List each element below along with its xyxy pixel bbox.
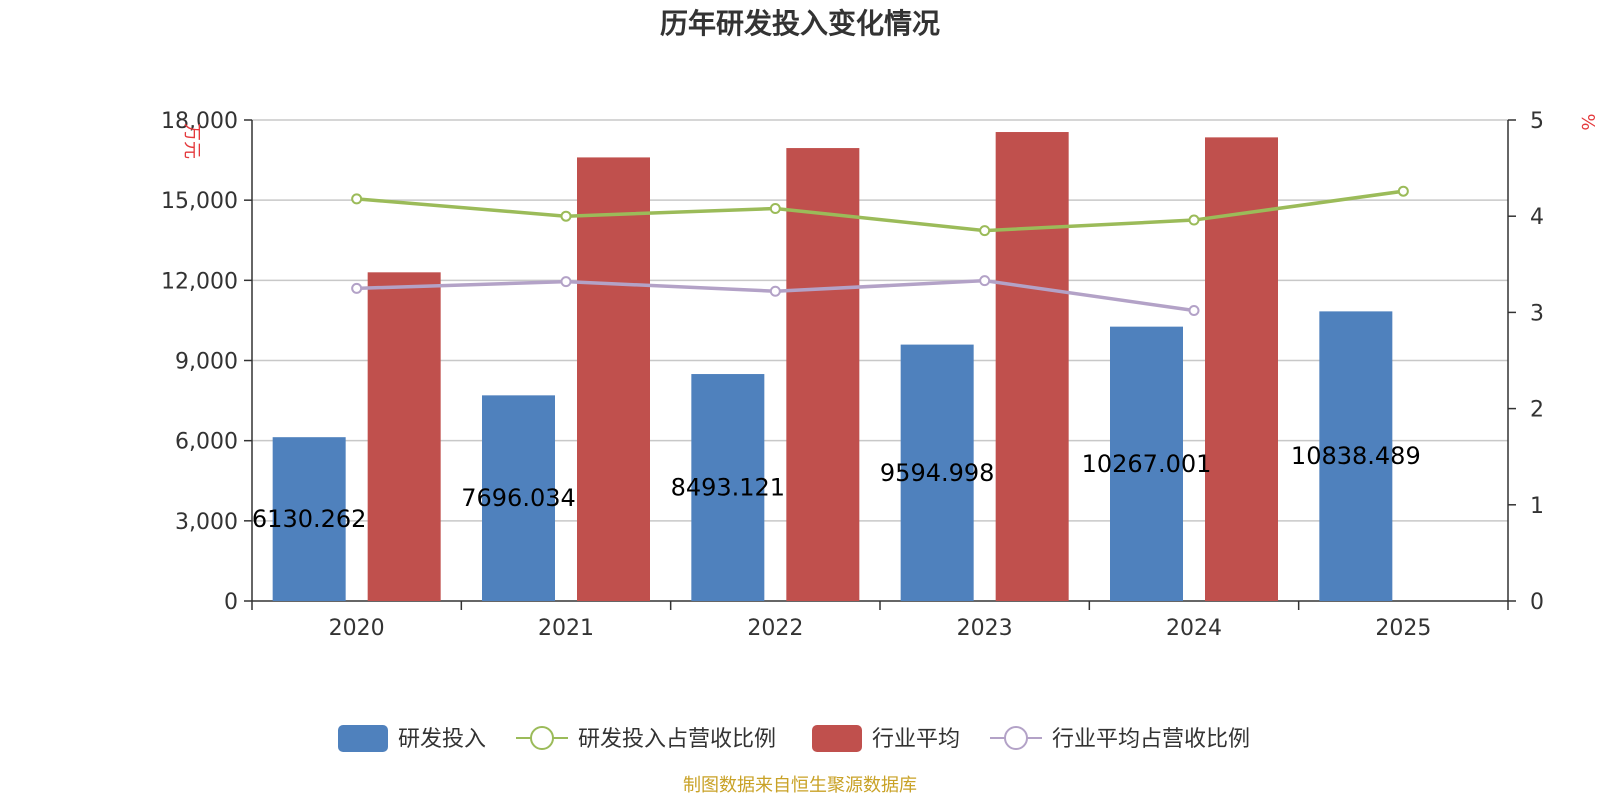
bar-rd-2022 (691, 374, 765, 601)
right-axis-unit: % (1577, 113, 1598, 130)
data-label: 8493.121 (671, 474, 786, 502)
x-tick-label: 2020 (329, 616, 385, 641)
line-point (1188, 304, 1200, 316)
left-tick-label: 9,000 (175, 350, 238, 375)
line-point (1397, 185, 1409, 197)
line-point (1188, 214, 1200, 226)
data-label: 6130.262 (252, 505, 367, 533)
data-label: 10267.001 (1082, 450, 1212, 478)
left-tick-label: 15,000 (161, 189, 238, 214)
left-axis-unit: 万元 (181, 123, 202, 159)
legend-marker (1004, 726, 1028, 750)
line-point (979, 275, 991, 287)
right-tick-label: 0 (1530, 590, 1544, 615)
x-tick-label: 2023 (957, 616, 1013, 641)
data-labels: 6130.262 7696.034 8493.121 9594.998 10267.00… (252, 442, 1421, 533)
legend-label: 行业平均 (872, 727, 960, 752)
legend-swatch (812, 725, 862, 752)
line-point (979, 225, 991, 237)
data-label: 9594.998 (880, 459, 995, 487)
line-point (351, 282, 363, 294)
x-tick-label: 2025 (1375, 616, 1431, 641)
data-label: 7696.034 (461, 484, 576, 512)
bar-industry-2020 (367, 272, 441, 601)
axes: 0 3,000 6,000 9,000 12,000 15,000 18,000 0 1 2 3 4 5… (161, 109, 1598, 641)
left-tick-label: 0 (224, 590, 238, 615)
right-tick-label: 1 (1530, 494, 1544, 519)
line-series-1 (356, 189, 1404, 233)
right-tick-label: 2 (1530, 398, 1544, 423)
bars (272, 132, 1393, 601)
grid-lines (252, 119, 1508, 522)
bar-rd-2023 (900, 344, 974, 601)
bar-rd-2020 (272, 437, 346, 601)
legend-label: 研发投入占营收比例 (578, 727, 776, 752)
line-point (560, 210, 572, 222)
bar-rd-2021 (482, 395, 555, 601)
bar-rd-2025 (1319, 311, 1393, 601)
legend[interactable]: 研发投入 研发投入占营收比例 行业平均 行业平均占营收比例 (338, 725, 1250, 752)
legend-label: 研发投入 (398, 727, 486, 752)
lines (351, 185, 1409, 316)
x-tick-label: 2024 (1166, 616, 1222, 641)
bar-industry-2022 (786, 148, 860, 601)
left-tick-label: 12,000 (161, 269, 238, 294)
right-tick-label: 5 (1530, 109, 1544, 134)
line-point (560, 276, 572, 288)
right-tick-label: 4 (1530, 205, 1544, 230)
bar-industry-2023 (995, 132, 1069, 601)
x-tick-label: 2021 (538, 616, 594, 641)
data-label: 10838.489 (1291, 442, 1421, 470)
right-tick-label: 3 (1530, 301, 1544, 326)
left-tick-label: 6,000 (175, 430, 238, 455)
left-tick-label: 3,000 (175, 510, 238, 535)
bar-rd-2024 (1110, 326, 1183, 601)
x-tick-label: 2022 (747, 616, 803, 641)
legend-label: 行业平均占营收比例 (1052, 727, 1250, 752)
line-point (769, 203, 781, 215)
bar-industry-2024 (1205, 137, 1278, 601)
line-point (769, 285, 781, 297)
chart-title: 历年研发投入变化情况 (660, 7, 940, 40)
line-point (351, 193, 363, 205)
legend-marker (530, 726, 554, 750)
bar-industry-2021 (577, 157, 650, 601)
legend-swatch (338, 725, 388, 752)
left-tick-label: 18,000 (161, 109, 238, 134)
source-note: 制图数据来自恒生聚源数据库 (683, 775, 917, 796)
